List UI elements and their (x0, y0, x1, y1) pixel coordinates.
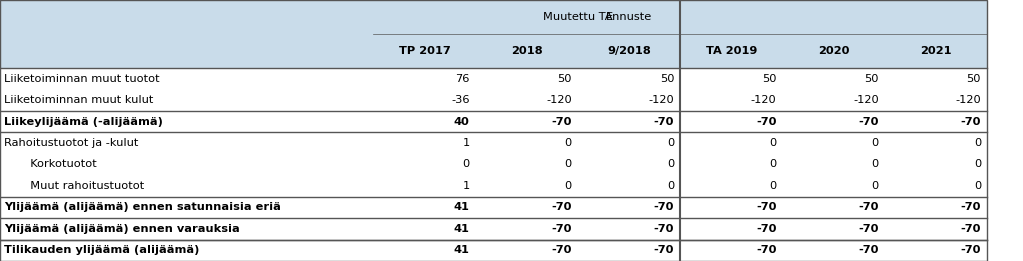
Text: 0: 0 (974, 159, 981, 169)
Text: 0: 0 (565, 181, 572, 191)
Text: 0: 0 (667, 181, 674, 191)
FancyBboxPatch shape (0, 68, 987, 261)
Text: 2021: 2021 (921, 46, 951, 56)
Text: -120: -120 (546, 95, 572, 105)
Text: 0: 0 (667, 138, 674, 148)
Text: -70: -70 (551, 116, 572, 127)
Text: -70: -70 (858, 224, 879, 234)
Text: -70: -70 (858, 202, 879, 212)
Text: -120: -120 (853, 95, 879, 105)
Text: Muut rahoitustuotot: Muut rahoitustuotot (23, 181, 144, 191)
Text: Korkotuotot: Korkotuotot (23, 159, 96, 169)
Text: 1: 1 (462, 138, 470, 148)
Text: Muutettu TA: Muutettu TA (543, 12, 613, 22)
Text: -70: -70 (551, 245, 572, 255)
Text: 50: 50 (967, 74, 981, 84)
Text: -120: -120 (649, 95, 674, 105)
Text: Tilikauden ylijäämä (alijäämä): Tilikauden ylijäämä (alijäämä) (4, 245, 199, 255)
Text: -70: -70 (551, 202, 572, 212)
Text: 40: 40 (453, 116, 470, 127)
Text: -70: -70 (756, 245, 776, 255)
Text: Liiketoiminnan muut tuotot: Liiketoiminnan muut tuotot (4, 74, 160, 84)
Text: 50: 50 (864, 74, 879, 84)
Text: 0: 0 (872, 159, 879, 169)
Text: -70: -70 (756, 202, 776, 212)
Text: 0: 0 (769, 181, 776, 191)
Text: -70: -70 (858, 245, 879, 255)
Text: -70: -70 (858, 116, 879, 127)
Text: 50: 50 (558, 74, 572, 84)
Text: Ennuste: Ennuste (606, 12, 653, 22)
Text: 50: 50 (762, 74, 776, 84)
Text: 0: 0 (462, 159, 470, 169)
Text: Rahoitustuotot ja -kulut: Rahoitustuotot ja -kulut (4, 138, 138, 148)
Text: -70: -70 (961, 224, 981, 234)
Text: -70: -70 (756, 116, 776, 127)
Text: -70: -70 (654, 202, 674, 212)
Text: -120: -120 (955, 95, 981, 105)
Text: Ylijäämä (alijäämä) ennen satunnaisia eriä: Ylijäämä (alijäämä) ennen satunnaisia er… (4, 202, 281, 212)
Text: -70: -70 (961, 202, 981, 212)
Text: 0: 0 (565, 138, 572, 148)
Text: 0: 0 (667, 159, 674, 169)
Text: Liikeylijäämä (-alijäämä): Liikeylijäämä (-alijäämä) (4, 116, 163, 127)
Text: 41: 41 (453, 245, 470, 255)
Text: -120: -120 (751, 95, 776, 105)
Text: 76: 76 (455, 74, 470, 84)
Text: 41: 41 (453, 224, 470, 234)
Text: 2018: 2018 (512, 46, 542, 56)
Text: -70: -70 (654, 245, 674, 255)
Text: -70: -70 (961, 116, 981, 127)
Text: TP 2017: TP 2017 (399, 46, 450, 56)
Text: 0: 0 (565, 159, 572, 169)
Text: 0: 0 (769, 159, 776, 169)
Text: -70: -70 (551, 224, 572, 234)
Text: 41: 41 (453, 202, 470, 212)
Text: -36: -36 (451, 95, 470, 105)
Text: Liiketoiminnan muut kulut: Liiketoiminnan muut kulut (4, 95, 153, 105)
Text: 0: 0 (974, 181, 981, 191)
Text: -70: -70 (654, 224, 674, 234)
Text: 0: 0 (974, 138, 981, 148)
Text: -70: -70 (654, 116, 674, 127)
Text: 9/2018: 9/2018 (608, 46, 651, 56)
FancyBboxPatch shape (0, 0, 987, 68)
Text: -70: -70 (961, 245, 981, 255)
Text: Ylijäämä (alijäämä) ennen varauksia: Ylijäämä (alijäämä) ennen varauksia (4, 224, 239, 234)
Text: 50: 50 (660, 74, 674, 84)
Text: TA 2019: TA 2019 (706, 46, 757, 56)
Text: 0: 0 (769, 138, 776, 148)
Text: 0: 0 (872, 181, 879, 191)
Text: -70: -70 (756, 224, 776, 234)
Text: 0: 0 (872, 138, 879, 148)
Text: 2020: 2020 (818, 46, 849, 56)
Text: 1: 1 (462, 181, 470, 191)
